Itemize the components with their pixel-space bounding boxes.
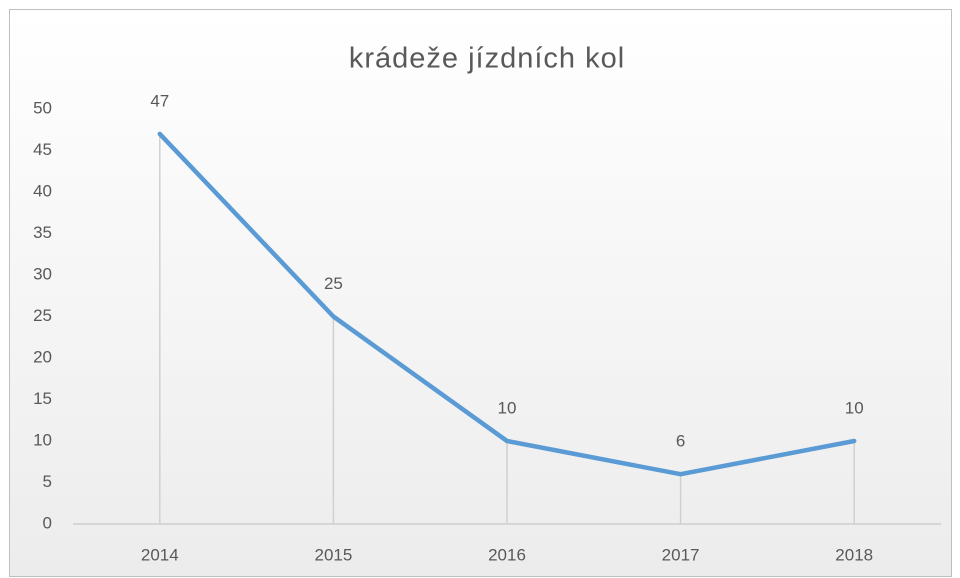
data-label: 47 (150, 91, 169, 110)
data-line (157, 131, 857, 477)
chart-title: krádeže jízdních kol (349, 43, 625, 75)
y-tick-label: 15 (33, 389, 52, 408)
chart-frame (9, 9, 952, 577)
y-tick-label: 40 (33, 181, 52, 200)
y-tick-label: 50 (33, 98, 52, 117)
y-tick-label: 20 (33, 347, 52, 366)
y-tick-label: 30 (33, 264, 52, 283)
y-tick-label: 0 (43, 513, 52, 532)
y-tick-label: 35 (33, 223, 52, 242)
x-tick-label: 2016 (488, 545, 526, 564)
y-tick-label: 45 (33, 140, 52, 159)
y-tick-label: 10 (33, 430, 52, 449)
x-tick-label: 2017 (662, 545, 700, 564)
data-label: 10 (498, 398, 517, 417)
y-tick-label: 25 (33, 306, 52, 325)
data-label: 6 (676, 432, 685, 451)
x-tick-label: 2015 (314, 545, 352, 564)
x-tick-label: 2018 (835, 545, 873, 564)
x-tick-label: 2014 (141, 545, 179, 564)
y-tick-label: 5 (43, 472, 52, 491)
data-label: 25 (324, 274, 343, 293)
data-label: 10 (845, 398, 864, 417)
